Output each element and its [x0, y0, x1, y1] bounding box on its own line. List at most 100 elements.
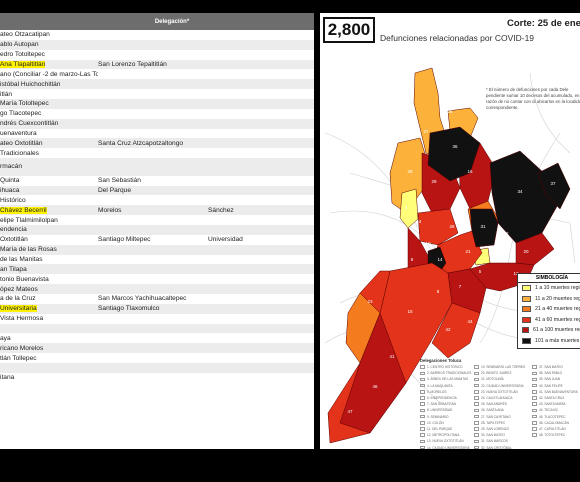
map-footnote: * El número de defunciones por cada Dele… [486, 87, 580, 110]
legend-label: 41 a 60 muertes regis [535, 316, 580, 323]
map-region-label: 20 [523, 249, 529, 254]
delegation-index-item: 5. MORELOS [420, 389, 471, 395]
delegation-index-label: 39. SAN JUAN [539, 377, 561, 382]
checkbox-outline-icon [532, 427, 537, 431]
delegation-index-label: 26. SANTA ANA [481, 408, 504, 413]
delegation-index-item: 7. SAN SEBASTIÁN [420, 401, 471, 407]
delegation-index-label: 48. TOTOLTEPEC [539, 433, 566, 438]
delegation-index-item: 20. BENITO JUÁREZ [474, 370, 525, 376]
checkbox-outline-icon [532, 390, 537, 394]
table-cell-c2: Morelos [98, 206, 122, 214]
table-cell-c2: Santiago Miltepec [98, 236, 151, 244]
checkbox-outline-icon [532, 377, 537, 382]
map-region-label: 12 [513, 271, 519, 276]
delegation-index-item: 28. TAPILTEPEC [474, 420, 525, 426]
checkbox-outline-icon [474, 439, 479, 444]
delegation-index-item: 26. SANTA ANA [474, 407, 525, 413]
checkbox-outline-icon [420, 383, 425, 388]
map-region-label: 37 [550, 181, 556, 186]
map-region-label: 5 [479, 269, 482, 274]
table-body: ateo Otzacatipan ablo Autopan edro Totolte… [0, 30, 314, 383]
legend-swatch [522, 337, 531, 344]
map-region-label: 47 [347, 409, 353, 414]
checkbox-outline-icon [532, 383, 537, 388]
table-cell-c1: Vista Hermosa [0, 315, 44, 323]
delegation-index-label: 29. SAN LORENZO [481, 426, 510, 431]
delegation-index-item: 3. ÁRBOL DE LAS MANITAS [420, 376, 471, 382]
map-region-label: 32 [503, 231, 509, 236]
region-black-37 [537, 162, 571, 210]
map-region-label: 25 [447, 109, 453, 114]
table-row: María de las Rosas [0, 244, 314, 255]
delegation-index-item: 31. SAN MARCOS [474, 438, 525, 444]
map-region-labels: 3536343731323325272829162610921145781512… [347, 81, 556, 414]
map-region-label: 4 [419, 219, 422, 224]
delegation-index-item: 46. CACALOMACÁN [532, 420, 578, 426]
region-east-darkred [515, 232, 555, 266]
delegation-index-label: 45. TLACOTEPEC [539, 414, 566, 419]
checkbox-outline-icon [474, 371, 479, 376]
delegation-index-label: 21. MOTOLINÍA [481, 377, 504, 382]
table-cell-c1: istóbal Huichochitlán [0, 80, 61, 88]
delegation-index-item: 44. TECAXIC [532, 407, 578, 413]
checkbox-outline-icon [420, 427, 425, 431]
map-region-label: 28 [407, 169, 413, 174]
delegation-index-label: 12. METROPOLITANA [427, 433, 460, 438]
checkbox-outline-icon [474, 390, 479, 394]
delegation-index-label: 1. CENTRO HISTÓRICO [427, 365, 463, 370]
table-row: Chávez Becerril Morelos Sánchez [0, 205, 314, 216]
legend-item: 1 a 10 muertes regis [518, 283, 580, 294]
table-cell-c1: endencia [0, 226, 27, 234]
table-row: Ana Tlapaltitlán San Lorenzo Tepaltitlán [0, 59, 314, 70]
checkbox-outline-icon [420, 377, 425, 382]
delegation-index-item: 24. CALIXTLAHUACA [474, 395, 525, 401]
delegation-index-item: 12. METROPOLITANA [420, 432, 471, 438]
region-black-31 [469, 208, 499, 248]
legend-item: 11 a 20 muertes regis [518, 294, 580, 305]
table-row [0, 363, 314, 373]
delegation-index-label: 13. NUEVA OXTOTITLÁN [427, 439, 464, 444]
table-row: itlán [0, 89, 314, 99]
map-region-label: 31 [480, 224, 486, 229]
table-cell-c1: tonio Buenavista [0, 275, 49, 283]
delegation-index-item: 32. SAN CRISTÓBAL [474, 444, 525, 449]
delegation-index-item: 19. SEMINARIO LAS TORRES [474, 364, 525, 370]
checkbox-outline-icon [474, 421, 479, 425]
delegation-index-item: 21. MOTOLINÍA [474, 376, 525, 382]
checkbox-outline-icon [420, 390, 425, 394]
delegation-index-label: 9. SEMINARIO [427, 414, 449, 419]
legend-label: 61 a 100 muertes regis [532, 327, 580, 334]
delegation-index-label: 20. BENITO JUÁREZ [481, 371, 512, 376]
map-regions [327, 67, 571, 444]
legend-swatch [522, 285, 531, 292]
delegation-index-item: 41. SAN BUENAVENTURA [532, 389, 578, 395]
map-region-label: 23 [367, 299, 373, 304]
delegation-index-label: 25. SAN ANDRÉS [481, 402, 507, 407]
map-region-label: 8 [437, 289, 440, 294]
map-region-label: 10 [425, 241, 431, 246]
cutoff-date: Corte: 25 de ene [507, 18, 580, 29]
table-cell-c1: ópez Mateos [0, 285, 38, 293]
region-south-red-2 [431, 302, 481, 359]
table-cell-c1: Ana Tlapaltitlán [0, 61, 46, 68]
map-region-label: 41 [389, 354, 395, 359]
checkbox-outline-icon [532, 433, 537, 437]
checkbox-outline-icon [474, 365, 479, 369]
delegation-index-item: 22. CIUDAD UNIVERSITARIA [474, 383, 525, 389]
delegation-index-label: 4. LA MAQUINITA [427, 383, 453, 388]
table-cell-c1: elipe Tlalmimilolpan [0, 216, 58, 224]
map-region-label: 42 [445, 327, 451, 332]
delegation-index-item: 11. DEL PARQUE [420, 426, 471, 432]
table-row [0, 323, 314, 334]
delegation-index-label: 6. INDEPENDENCIA [427, 396, 457, 401]
map-region-label: 36 [452, 144, 458, 149]
table-row: tonio Buenavista [0, 274, 314, 284]
toluca-choropleth-map: 3536343731323325272829162610921145781512… [324, 67, 576, 444]
delegation-index-label: 38. SAN PABLO [539, 371, 563, 376]
region-far-south [339, 312, 407, 434]
map-region-label: 7 [459, 284, 462, 289]
table-cell-c1: edro Totoltepec [0, 51, 45, 59]
map-legend: SIMBOLOGÍA 1 a 10 muertes regis 11 a 20 m… [517, 273, 580, 349]
table-cell-c1: María de las Rosas [0, 246, 57, 254]
region-red-1 [417, 208, 459, 246]
